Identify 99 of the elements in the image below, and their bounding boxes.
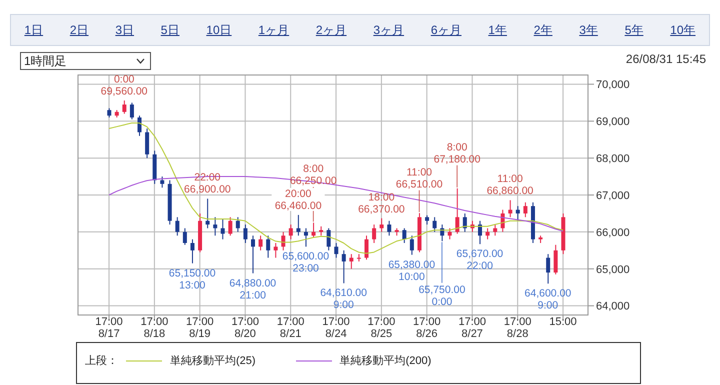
text: 1年	[488, 22, 507, 38]
candlestick	[448, 228, 452, 240]
text: 2年	[534, 22, 552, 38]
annotation: 64,600.00 9:00	[524, 288, 572, 312]
legend-label: 単純移動平均(200)	[338, 354, 432, 368]
candlestick	[130, 102, 134, 120]
legend-label: 単純移動平均(25)	[169, 354, 256, 368]
candlestick	[342, 250, 346, 284]
candlestick	[493, 224, 498, 236]
y-tick-label: 64,000	[596, 300, 630, 313]
annotation: 65,670.00 22:00	[456, 248, 504, 272]
y-tick-label: 68,000	[596, 152, 630, 165]
candlestick	[281, 231, 286, 251]
candlestick	[206, 198, 210, 229]
candlestick	[349, 254, 354, 270]
annotation: 11:00 66,510.00	[396, 166, 443, 190]
text: 1ヶ月	[258, 22, 290, 38]
candlestick	[296, 214, 300, 236]
candlestick	[546, 254, 550, 284]
text: 5年	[624, 22, 644, 38]
x-tick-label: 17:00 8/17	[95, 316, 123, 340]
candlestick	[402, 228, 406, 244]
x-tick-label: 17:00 8/20	[231, 316, 259, 340]
text: 3ヶ月	[373, 22, 404, 38]
annotation: 65,600.00 23:00	[282, 250, 330, 275]
x-tick-label: 17:00 8/27	[458, 316, 486, 340]
annotation: 0:00 69,560.00	[100, 73, 148, 98]
annotation: 65,150.00 13:00	[168, 267, 216, 292]
annotation: 65,380.00 10:00	[388, 258, 436, 283]
y-tick-label: 70,000	[596, 79, 630, 92]
candlestick	[122, 100, 126, 114]
y-tick-label: 65,000	[596, 264, 630, 276]
candlestick	[236, 216, 240, 232]
text: 2ヶ月	[316, 22, 347, 38]
candlestick	[432, 216, 437, 232]
candlestick	[523, 202, 528, 218]
x-tick-label: 17:00 8/28	[504, 316, 532, 340]
candlestick	[251, 235, 256, 274]
text: 3年	[579, 22, 598, 38]
candlestick	[160, 176, 164, 188]
text: 5日	[160, 22, 180, 38]
candlestick	[288, 224, 293, 240]
candlestick	[228, 216, 232, 236]
candlestick	[266, 235, 270, 258]
candlestick	[145, 128, 150, 159]
candlestick	[220, 218, 225, 240]
x-tick-label: 17:00 8/18	[140, 316, 168, 340]
candlestick	[304, 228, 308, 248]
candlestick	[554, 244, 558, 275]
y-tick-label: 67,000	[596, 190, 630, 202]
y-tick-label: 66,000	[596, 226, 630, 239]
candlestick	[243, 224, 248, 244]
annotation: 64,880.00 21:00	[229, 277, 276, 302]
candlestick	[258, 235, 263, 251]
x-tick-label: 17:00 8/19	[186, 316, 214, 340]
candlestick	[380, 218, 384, 232]
candlestick	[462, 212, 467, 232]
candlestick	[455, 188, 460, 234]
candlestick	[387, 220, 392, 236]
x-tick-label: 17:00 8/21	[276, 316, 304, 340]
text: 26/08/31 15:45	[626, 52, 706, 66]
candlestick	[182, 228, 187, 246]
candlestick	[190, 238, 194, 264]
candlestick	[334, 242, 338, 258]
text: 1日	[24, 22, 44, 38]
text: 10年	[670, 22, 696, 38]
annotation: 11:00 66,860.00	[486, 173, 534, 198]
y-tick-label: 69,000	[596, 116, 630, 128]
x-tick-label: 17:00 8/24	[322, 316, 350, 340]
candlestick	[364, 235, 369, 260]
candlestick	[410, 235, 414, 256]
text: 3日	[115, 22, 134, 38]
text: 6ヶ月	[430, 22, 462, 38]
candlestick	[274, 242, 278, 258]
candlestick	[213, 216, 218, 236]
x-tick-label: 17:00 8/25	[368, 316, 396, 340]
x-tick-label: 15:00	[549, 316, 577, 328]
candlestick	[508, 200, 512, 218]
annotation: 20:00 66,460.00	[274, 188, 322, 212]
candlestick	[516, 206, 520, 222]
candlestick	[175, 216, 180, 236]
legend-title: 上段：	[85, 354, 118, 368]
candlestick	[326, 228, 331, 251]
annotation: 18:00 66,370.00	[358, 191, 405, 216]
candlestick	[425, 214, 430, 226]
candlestick	[312, 222, 316, 238]
annotation: 65,750.00 0:00	[418, 284, 466, 308]
candlestick	[107, 108, 112, 118]
text: 10日	[206, 22, 232, 38]
candlestick	[319, 226, 324, 236]
annotation: 8:00 67,180.00	[434, 141, 481, 166]
annotation: 64,610.00 9:00	[320, 287, 368, 312]
text: 1時間足	[20, 52, 151, 70]
candlestick	[478, 220, 482, 245]
text: 2日	[70, 22, 89, 38]
candlestick	[138, 115, 142, 136]
x-tick-label: 17:00 8/26	[413, 316, 441, 340]
candlestick	[486, 228, 490, 240]
candlestick	[372, 224, 376, 244]
